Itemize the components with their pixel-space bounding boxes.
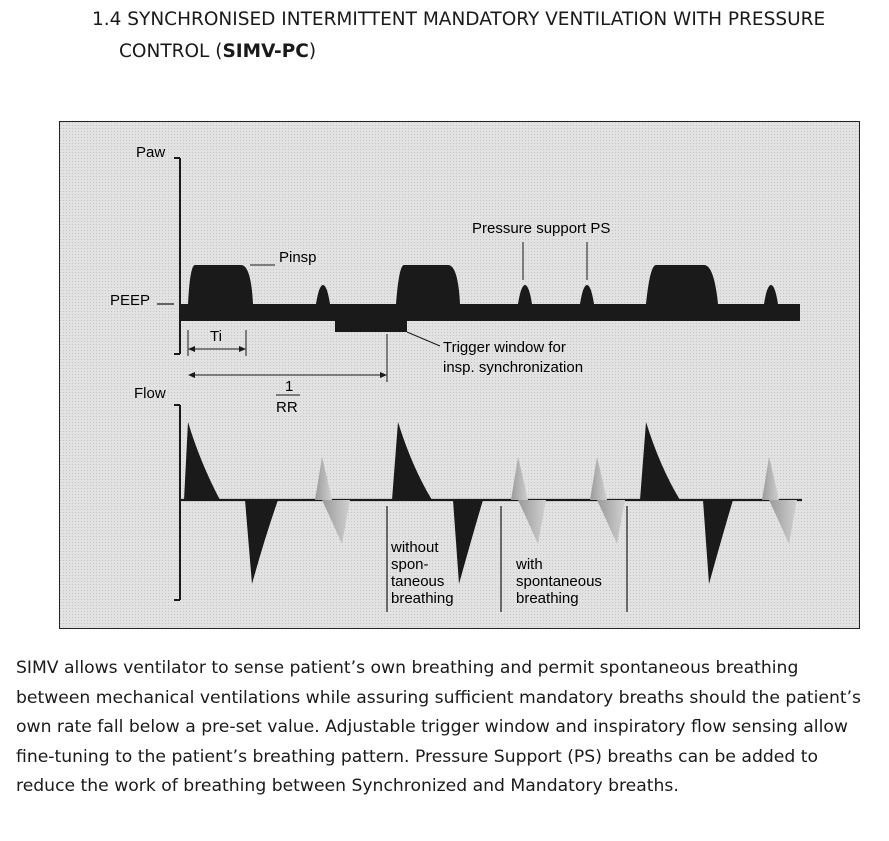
simv-pc-waveform-figure: Paw PEEP Pinsp Pressure support PS Ti 1 … [59,121,860,629]
trigger-window-line-1: Trigger window for [443,339,566,356]
with-line-3: breathing [516,590,579,607]
mandatory-insp-flow-3 [640,422,680,500]
waveform-diagram: Paw PEEP Pinsp Pressure support PS Ti 1 … [60,122,859,628]
without-line-4: breathing [391,590,454,607]
heading-line-1: 1.4 SYNCHRONISED INTERMITTENT MANDATORY … [92,9,826,30]
mandatory-insp-flow-2 [392,422,432,500]
spontaneous-flow-2b [518,500,546,544]
section-heading: 1.4 SYNCHRONISED INTERMITTENT MANDATORY … [92,4,872,68]
spontaneous-flow-2 [511,457,528,500]
period-numerator: 1 [285,378,293,395]
paw-label: Paw [136,144,165,161]
without-line-1: without [390,539,439,556]
heading-suffix: ) [308,41,317,62]
mandatory-insp-flow-1 [184,422,220,500]
pressure-breaths [180,265,800,321]
spontaneous-flow-4 [762,457,779,500]
peep-label: PEEP [110,292,150,309]
trigger-pointer [406,331,441,347]
mandatory-exp-flow-3 [703,500,733,584]
heading-mode-abbreviation: SIMV-PC [222,41,309,62]
with-line-2: spontaneous [516,573,602,590]
spontaneous-flow-3b [597,500,625,544]
spontaneous-flow-1 [315,457,332,500]
spontaneous-flow-4b [769,500,797,544]
ti-label: Ti [210,328,222,345]
description-paragraph: SIMV allows ventilator to sense patient’… [16,658,861,796]
period-denominator: RR [276,399,298,416]
flow-label: Flow [134,385,166,402]
pressure-support-label: Pressure support PS [472,220,610,237]
with-line-1: with [515,556,543,573]
heading-prefix: CONTROL ( [119,41,223,62]
pinsp-label: Pinsp [279,249,317,266]
trigger-window-bar [335,320,407,332]
mandatory-exp-flow-2 [453,500,483,584]
spontaneous-flow-3 [590,457,607,500]
without-line-3: taneous [391,573,444,590]
spontaneous-flow-1b [322,500,350,544]
without-line-2: spon- [391,556,429,573]
mandatory-exp-flow-1 [245,500,278,584]
heading-line-2: CONTROL (SIMV-PC) [92,36,872,68]
trigger-window-line-2: insp. synchronization [443,359,583,376]
